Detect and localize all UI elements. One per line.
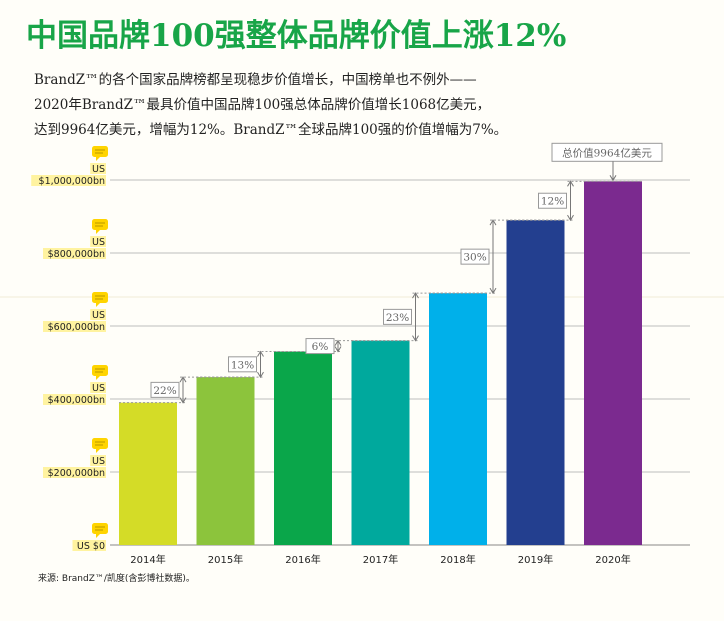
x-tick-label: 2014年 — [130, 553, 165, 566]
speech-bubble-icon — [92, 146, 108, 161]
speech-bubble-icon-tail — [96, 157, 100, 161]
growth-label: 30% — [463, 252, 486, 264]
y-tick-label: $1,000,000bn — [39, 176, 105, 187]
x-tick-label: 2019年 — [518, 553, 553, 566]
y-tick-label: $800,000bn — [48, 249, 105, 260]
speech-bubble-icon — [92, 523, 108, 538]
tick-label-highlight — [43, 394, 106, 405]
growth-label: 23% — [386, 312, 409, 324]
growth-label-box — [383, 308, 412, 325]
growth-label: 12% — [541, 196, 564, 208]
growth-label-box — [150, 381, 180, 398]
speech-bubble-icon-tail — [96, 534, 100, 538]
tick-label-highlight — [43, 467, 106, 478]
growth-label-box — [460, 248, 490, 265]
growth-arrowhead — [179, 397, 187, 404]
total-value-label: 总价值9964亿美元 — [562, 146, 652, 159]
total-value-box — [551, 142, 663, 162]
growth-arrowhead — [179, 376, 187, 383]
bar — [506, 220, 565, 545]
x-tick-label: 2017年 — [363, 553, 398, 566]
growth-arrowhead — [412, 335, 419, 342]
speech-bubble-icon-body — [92, 365, 108, 376]
growth-label-box — [538, 192, 567, 209]
tick-label-highlight — [90, 309, 106, 320]
tick-label-highlight — [31, 175, 107, 186]
speech-bubble-icon-tail — [96, 376, 100, 380]
speech-bubble-icon-tail — [96, 230, 100, 234]
tick-label-highlight — [72, 540, 106, 551]
y-tick-label: $400,000bn — [48, 395, 105, 406]
x-tick-label: 2016年 — [285, 553, 320, 566]
growth-arrowhead — [567, 180, 574, 187]
y-tick-label: US — [92, 456, 105, 467]
y-tick-label: US $0 — [77, 541, 105, 552]
speech-bubble-icon — [92, 292, 108, 307]
tick-label-highlight — [90, 163, 106, 174]
growth-label: 22% — [153, 385, 176, 397]
tick-label-highlight — [90, 382, 106, 393]
speech-bubble-icon-tail — [96, 303, 100, 307]
x-tick-label: 2018年 — [440, 553, 475, 566]
growth-label: 6% — [312, 341, 329, 353]
source-note: 来源: BrandZ™/凯度(含彭博社数据)。 — [38, 574, 195, 584]
y-tick-label: US — [92, 383, 105, 394]
speech-bubble-icon-body — [92, 438, 108, 449]
growth-arrowhead — [412, 292, 419, 299]
x-tick-label: 2015年 — [208, 553, 243, 566]
speech-bubble-icon-body — [92, 523, 108, 534]
speech-bubble-icon-body — [92, 292, 108, 303]
bar — [119, 402, 177, 545]
y-tick-label: $600,000bn — [48, 322, 105, 333]
growth-arrowhead — [489, 287, 497, 295]
bar — [584, 181, 642, 545]
growth-arrowhead — [567, 214, 574, 222]
chart-subtitle: BrandZ™的各个国家品牌榜都呈现稳步价值增长，中国榜单也不例外—— 2020… — [34, 68, 674, 143]
speech-bubble-icon — [92, 365, 108, 380]
y-tick-label: US — [92, 237, 105, 248]
subtitle-line-1: BrandZ™的各个国家品牌榜都呈现稳步价值增长，中国榜单也不例外—— — [34, 72, 477, 88]
bar — [429, 293, 487, 545]
y-tick-label: US — [92, 310, 105, 321]
tick-label-highlight — [43, 321, 106, 332]
bar — [196, 377, 255, 545]
growth-arrowhead — [334, 346, 342, 353]
chart-title: 中国品牌100强整体品牌价值上涨12% — [26, 18, 567, 54]
speech-bubble-icon-body — [92, 219, 108, 230]
growth-arrowhead — [257, 350, 264, 357]
y-tick-label: US — [92, 164, 105, 175]
speech-bubble-icon — [92, 219, 108, 234]
bar — [274, 351, 332, 545]
speech-bubble-icon-tail — [96, 449, 100, 453]
growth-arrowhead — [489, 219, 497, 226]
subtitle-line-2: 2020年BrandZ™最具价值中国品牌100强总体品牌价值增长1068亿美元， — [34, 97, 491, 113]
y-tick-label: $200,000bn — [48, 468, 105, 479]
growth-arrowhead — [257, 371, 264, 379]
growth-label-box — [305, 338, 335, 355]
growth-label: 13% — [231, 359, 254, 371]
tick-label-highlight — [90, 236, 106, 247]
tick-label-highlight — [90, 455, 106, 466]
tick-label-highlight — [43, 248, 106, 259]
total-value-arrowhead — [609, 175, 617, 182]
x-tick-label: 2020年 — [595, 553, 630, 566]
subtitle-line-3: 达到9964亿美元，增幅为12%。BrandZ™全球品牌100强的价值增幅为7%… — [34, 122, 508, 138]
speech-bubble-icon-body — [92, 146, 108, 157]
bar — [351, 340, 410, 545]
speech-bubble-icon — [92, 438, 108, 453]
growth-label-box — [228, 356, 257, 373]
growth-arrowhead — [334, 339, 342, 346]
